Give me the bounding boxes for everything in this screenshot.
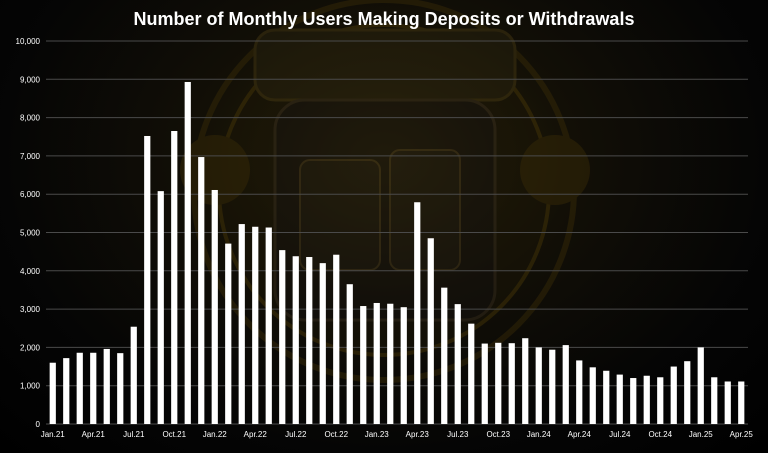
- bar-Oct.23: [495, 342, 502, 424]
- bar-Mar.21: [76, 352, 83, 424]
- y-tick-label: 6,000: [20, 190, 41, 199]
- x-tick-label: Oct.22: [324, 430, 348, 439]
- y-tick-label: 10,000: [16, 37, 41, 46]
- y-tick-label: 3,000: [20, 305, 41, 314]
- bar-Jun.21: [117, 353, 124, 424]
- bar-Jan.25: [697, 347, 704, 424]
- x-tick-label: Apr.22: [244, 430, 268, 439]
- y-tick-label: 2,000: [20, 343, 41, 352]
- x-tick-label: Jan.21: [41, 430, 66, 439]
- bar-Jun.23: [441, 287, 448, 424]
- bar-Sep.22: [319, 263, 326, 424]
- x-axis-tick-labels: Jan.21 Apr.21 Jul.21 Oct.21 Jan.22 Apr.22 Jul.…: [41, 430, 754, 439]
- chart-title: Number of Monthly Users Making Deposits …: [133, 9, 635, 29]
- bar-Apr.24: [576, 360, 583, 424]
- x-tick-label: Apr.23: [406, 430, 430, 439]
- bar-Mar.25: [724, 381, 731, 424]
- bar-Jan.24: [535, 347, 542, 424]
- x-tick-label: Oct.21: [162, 430, 186, 439]
- x-tick-label: Jan.24: [527, 430, 552, 439]
- x-tick-label: Oct.23: [486, 430, 510, 439]
- bar-Jan.22: [211, 189, 218, 424]
- x-tick-label: Apr.21: [82, 430, 106, 439]
- y-tick-label: 5,000: [20, 229, 41, 238]
- bar-Sep.24: [643, 375, 650, 424]
- y-tick-label: 8,000: [20, 114, 41, 123]
- bar-Sep.23: [481, 343, 488, 424]
- bar-Jul.22: [292, 256, 299, 424]
- bar-Nov.22: [346, 284, 353, 424]
- bar-Feb.25: [711, 377, 718, 424]
- bar-Feb.21: [63, 358, 70, 424]
- bar-Jul.21: [130, 326, 137, 424]
- bar-Jan.23: [373, 302, 380, 424]
- bar-Jan.21: [49, 362, 56, 424]
- x-tick-label: Jan.25: [689, 430, 714, 439]
- bar-May.23: [427, 238, 434, 424]
- bar-Aug.24: [630, 378, 637, 424]
- bar-Apr.23: [414, 202, 421, 424]
- bar-Jul.23: [454, 304, 461, 424]
- bar-Mar.23: [400, 307, 407, 424]
- bar-Nov.23: [508, 343, 515, 424]
- y-tick-label: 9,000: [20, 75, 41, 84]
- bar-Feb.23: [387, 303, 394, 424]
- y-axis-tick-labels: 0 1,000 2,000 3,000 4,000 5,000 6,000 7,000 8,00…: [16, 37, 41, 429]
- x-tick-label: Jul.23: [447, 430, 469, 439]
- bar-Dec.23: [522, 338, 529, 424]
- bar-Feb.24: [549, 349, 556, 424]
- bar-May.22: [265, 227, 272, 424]
- bar-May.21: [103, 348, 110, 424]
- bars: [49, 81, 745, 424]
- bar-Feb.22: [225, 243, 232, 424]
- x-tick-label: Apr.25: [730, 430, 754, 439]
- x-tick-label: Apr.24: [568, 430, 592, 439]
- bar-Sep.21: [157, 191, 164, 424]
- bar-Apr.22: [252, 226, 259, 424]
- bar-Dec.22: [360, 306, 367, 424]
- bar-Apr.21: [90, 352, 97, 424]
- bar-Mar.22: [238, 224, 245, 424]
- bar-Aug.21: [144, 135, 151, 424]
- bar-Jul.24: [616, 374, 623, 424]
- bar-Dec.21: [198, 157, 205, 424]
- bar-Mar.24: [562, 345, 569, 424]
- bar-Apr.25: [738, 381, 745, 424]
- y-tick-label: 4,000: [20, 267, 41, 276]
- bar-Oct.22: [333, 254, 340, 424]
- bar-Jun.22: [279, 250, 286, 424]
- bar-Oct.24: [657, 377, 664, 424]
- gridlines: [46, 40, 748, 425]
- y-tick-label: 0: [36, 420, 41, 429]
- bar-Nov.24: [670, 366, 677, 424]
- bar-Aug.23: [468, 323, 475, 424]
- x-tick-label: Jul.21: [123, 430, 145, 439]
- x-tick-label: Jul.24: [609, 430, 631, 439]
- y-tick-label: 1,000: [20, 382, 41, 391]
- y-tick-label: 7,000: [20, 152, 41, 161]
- bar-Nov.21: [184, 81, 191, 424]
- bar-Jun.24: [603, 370, 610, 424]
- bar-Oct.21: [171, 131, 178, 424]
- bar-Dec.24: [684, 361, 691, 424]
- bar-Aug.22: [306, 257, 313, 424]
- x-tick-label: Jan.23: [365, 430, 390, 439]
- x-tick-label: Jan.22: [203, 430, 228, 439]
- x-tick-label: Jul.22: [285, 430, 307, 439]
- bar-May.24: [589, 367, 596, 424]
- x-tick-label: Oct.24: [648, 430, 672, 439]
